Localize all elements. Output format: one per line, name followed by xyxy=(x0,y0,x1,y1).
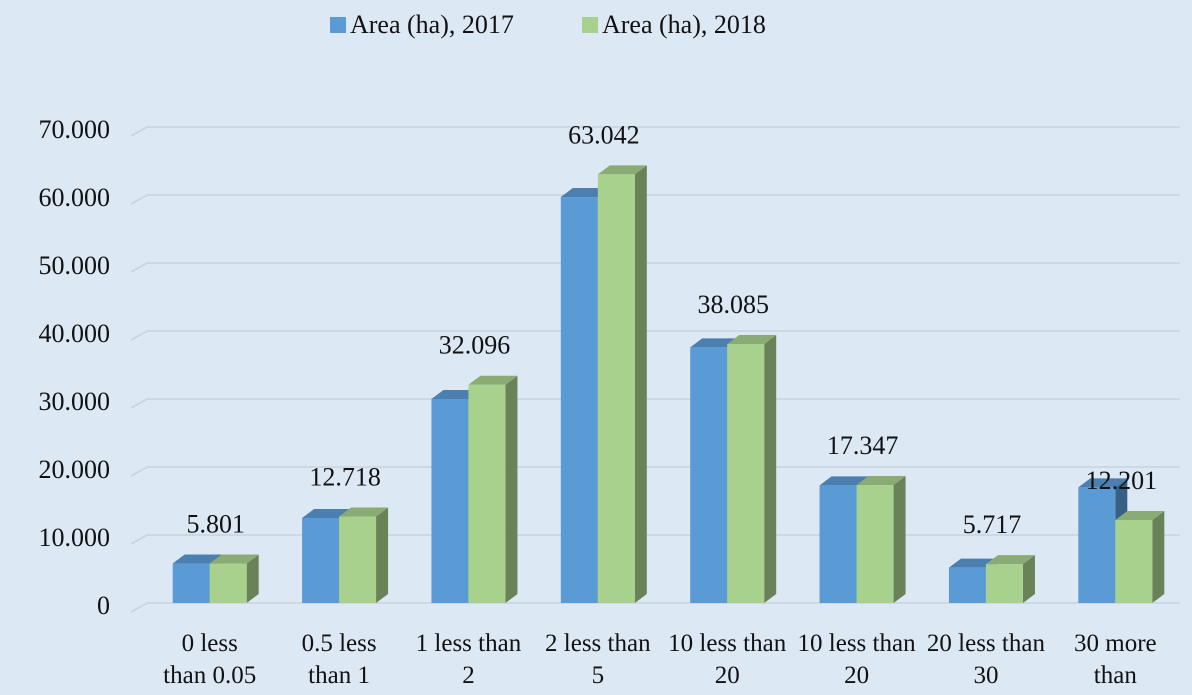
y-tick-label: 50.000 xyxy=(39,251,111,280)
bar-top xyxy=(209,554,259,564)
bar-top xyxy=(1078,478,1128,488)
y-tick-label: 60.000 xyxy=(39,183,111,212)
bar xyxy=(339,516,377,603)
bar xyxy=(1078,487,1116,603)
bar xyxy=(468,384,506,603)
bar-group xyxy=(597,165,647,604)
grid-line xyxy=(130,466,1180,477)
grid-line xyxy=(130,602,1180,613)
x-tick-label: 0 less than 0.05 xyxy=(163,630,257,689)
bar xyxy=(597,174,635,604)
bar-top xyxy=(727,335,777,345)
bar xyxy=(819,485,857,603)
bar-top xyxy=(172,554,222,564)
grid-line xyxy=(130,330,1180,341)
bar-group xyxy=(1115,511,1165,603)
x-tick-label: 20 less than 30 xyxy=(926,630,1045,689)
data-label: 12.718 xyxy=(309,462,381,491)
bar-side xyxy=(893,476,906,603)
bar-side xyxy=(505,375,518,603)
bar-group xyxy=(727,335,777,603)
bar-side xyxy=(764,335,777,603)
data-label: 5.801 xyxy=(186,510,245,539)
data-label: 32.096 xyxy=(439,331,511,360)
bar xyxy=(172,563,210,603)
y-tick-label: 0 xyxy=(97,591,110,620)
data-label: 12.201 xyxy=(1086,466,1158,495)
x-tick-label: 1 less than 2 xyxy=(415,630,522,689)
x-tick-label: 10 less than 20 xyxy=(797,630,916,689)
bar xyxy=(985,564,1023,603)
grid-line xyxy=(130,262,1180,273)
bar-group xyxy=(985,555,1035,603)
bar-top xyxy=(597,165,647,175)
y-tick-label: 40.000 xyxy=(39,319,111,348)
bar-top xyxy=(1115,511,1165,521)
y-tick-label: 20.000 xyxy=(39,455,111,484)
grid-line xyxy=(130,534,1180,545)
bar-group xyxy=(339,507,389,603)
bar-top xyxy=(819,476,869,486)
y-tick-label: 10.000 xyxy=(39,523,111,552)
y-tick-label: 70.000 xyxy=(39,115,111,144)
legend-swatch xyxy=(582,17,598,33)
bar xyxy=(560,197,598,604)
x-tick-label: 30 more than xyxy=(1074,630,1157,689)
bar-side xyxy=(634,165,647,604)
bar xyxy=(209,563,247,603)
bar-group xyxy=(856,476,906,603)
bar-group xyxy=(468,375,518,603)
bar-top xyxy=(431,390,481,399)
grid-line xyxy=(130,194,1180,205)
grid-line xyxy=(130,398,1180,409)
data-label: 38.085 xyxy=(697,290,769,319)
bar-side xyxy=(1152,511,1165,603)
bar xyxy=(727,344,765,603)
bar-side xyxy=(1022,555,1035,603)
bar-top xyxy=(468,375,518,385)
legend-label: Area (ha), 2017 xyxy=(350,10,514,39)
bar xyxy=(690,347,728,603)
x-tick-label: 10 less than 20 xyxy=(668,630,787,689)
x-tick-label: 0.5 less than 1 xyxy=(301,630,377,689)
bar xyxy=(856,485,894,603)
bar-top xyxy=(339,507,389,517)
data-label: 63.042 xyxy=(568,120,640,149)
bar xyxy=(1115,520,1153,603)
grid-line xyxy=(130,126,1180,137)
bar-side xyxy=(376,507,389,603)
bar-top xyxy=(302,509,352,518)
bar xyxy=(948,567,986,603)
y-tick-label: 30.000 xyxy=(39,387,111,416)
bar-top xyxy=(985,555,1035,565)
bar-top xyxy=(560,188,610,198)
data-label: 17.347 xyxy=(827,431,899,460)
legend-swatch xyxy=(330,17,346,33)
bar-top xyxy=(948,558,998,568)
x-tick-label: 2 less than 5 xyxy=(545,630,651,689)
legend-label: Area (ha), 2018 xyxy=(602,10,766,39)
bar-top xyxy=(856,476,906,486)
bar-group xyxy=(209,554,259,603)
bar-side xyxy=(246,554,259,603)
data-label: 5.717 xyxy=(963,510,1022,539)
bar-top xyxy=(690,338,740,348)
bar xyxy=(302,518,340,603)
bar xyxy=(431,399,469,603)
